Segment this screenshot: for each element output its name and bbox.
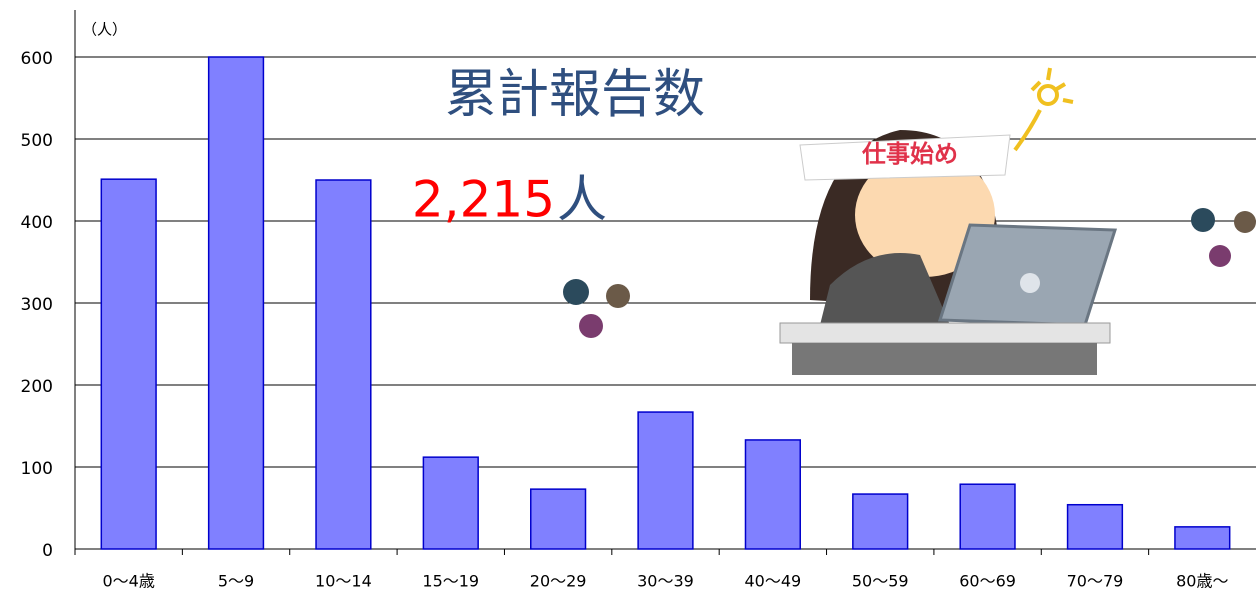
bar xyxy=(422,456,479,550)
x-tick-label: 10～14 xyxy=(315,572,372,591)
y-tick-label: 400 xyxy=(21,213,53,233)
bar xyxy=(1174,526,1231,550)
x-tick-label: 20～29 xyxy=(530,572,587,591)
x-tick-label: 70～79 xyxy=(1067,572,1124,591)
bar xyxy=(744,439,801,550)
x-tick-label: 0～4歳 xyxy=(102,572,154,591)
annotation-title: 累計報告数 xyxy=(445,65,705,125)
y-tick-label: 300 xyxy=(21,295,53,315)
x-tick-label: 5～9 xyxy=(218,572,254,591)
bar xyxy=(852,493,909,550)
bar xyxy=(530,488,587,550)
total-value: 2,215 xyxy=(412,171,555,229)
bars xyxy=(100,56,1231,550)
x-tick-label: 15～19 xyxy=(422,572,479,591)
unit-label: （人） xyxy=(82,21,127,39)
bar xyxy=(637,411,694,550)
y-tick-label: 200 xyxy=(21,377,53,397)
y-tick-label: 500 xyxy=(21,131,53,151)
bar xyxy=(315,179,372,550)
x-tick-label: 40～49 xyxy=(744,572,801,591)
y-tick-label: 100 xyxy=(21,459,53,479)
x-tick-label: 80歳～ xyxy=(1176,572,1228,591)
bar xyxy=(100,178,157,550)
germs xyxy=(563,208,1256,338)
illustration: 仕事始め xyxy=(779,67,1118,375)
bar xyxy=(207,56,265,550)
illustration-text: 仕事始め xyxy=(861,140,958,168)
y-tick-label: 600 xyxy=(21,49,53,69)
x-tick-label: 50～59 xyxy=(852,572,909,591)
x-tick-label: 30～39 xyxy=(637,572,694,591)
bar xyxy=(959,483,1016,550)
bar xyxy=(1066,503,1124,550)
total-unit: 人 xyxy=(557,171,607,229)
y-tick-label: 0 xyxy=(42,541,53,561)
x-tick-label: 60～69 xyxy=(959,572,1016,591)
